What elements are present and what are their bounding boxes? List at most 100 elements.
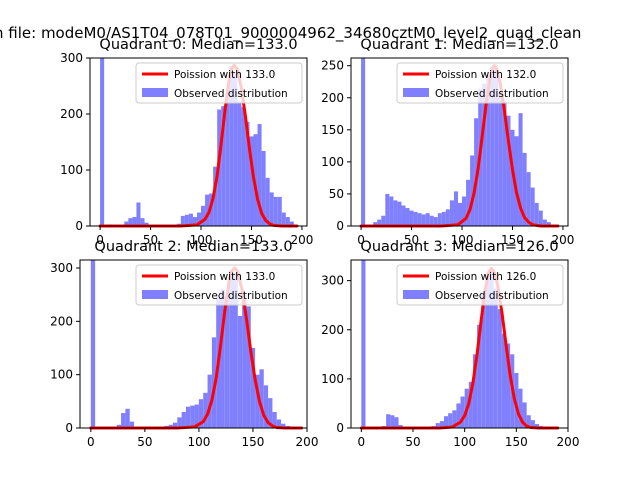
x-tick-label: 150 [241,435,264,449]
y-tick-label: 200 [50,314,73,328]
histogram-bar [534,202,539,226]
histogram-bar [181,412,186,428]
histogram-bar [361,58,366,226]
legend-observed-swatch [142,88,168,97]
histogram-bar [125,408,130,428]
histogram-bar [132,217,137,226]
histogram-bar [250,348,256,428]
histogram-bar [257,124,262,226]
histogram-bar [448,413,453,428]
histogram-bar [277,196,282,226]
histogram-bar [225,93,230,226]
y-tick-label: 150 [321,123,344,137]
histogram-bar [481,292,486,428]
histogram-bar [201,205,206,226]
histogram-bar [373,222,378,226]
histogram-bar [472,354,478,428]
histogram-bar [417,213,422,226]
y-tick-label: 100 [321,155,344,169]
panel-title: Quadrant 1: Median=132.0 [360,37,558,53]
histogram-bar [196,212,202,226]
histogram-bar [261,150,266,226]
histogram-bar [276,419,282,428]
y-tick-label: 0 [336,421,344,435]
histogram-bar [522,402,527,428]
histogram-bar [198,399,204,428]
histogram-bar [259,369,264,428]
histogram-bar [233,72,238,226]
histogram-bar [497,309,502,428]
histogram-bar [397,201,402,226]
y-tick-label: 200 [321,91,344,105]
histogram-bar [184,214,189,226]
histogram-bar [124,221,129,226]
histogram-bar [466,179,471,226]
histogram-bar [116,424,122,428]
histogram-bar [168,424,173,428]
x-tick-label: 50 [404,233,419,247]
legend-observed-swatch [403,290,429,299]
histogram-bar [140,218,145,226]
x-tick-label: 50 [143,233,158,247]
histogram-bar [462,196,467,226]
histogram-bar [241,107,246,226]
y-tick-label: 0 [65,421,73,435]
x-tick-label: 0 [96,233,104,247]
histogram-bar [460,396,465,428]
y-tick-label: 300 [321,274,344,288]
panel-title: Quadrant 3: Median=126.0 [360,239,558,255]
x-tick-label: 150 [501,233,524,247]
panel-quadrant-3: 0 50 100 150 200 0 100 200 300 Poission with 126.… [321,239,579,449]
histogram-bar [394,417,399,428]
histogram-bar [493,288,498,428]
x-tick-label: 200 [291,233,314,247]
histogram-bar [203,392,208,428]
histogram-bar [401,205,406,226]
histogram-bar [129,421,135,428]
legend-poisson-label: Poission with 132.0 [435,69,536,81]
histogram-bar [452,410,457,428]
histogram-bar [522,152,527,226]
axes-frame [350,259,569,429]
histogram-bar [393,200,398,226]
legend-poisson-label: Poission with 126.0 [435,271,536,283]
histogram-bar [289,221,294,226]
panel-title: Quadrant 0: Median=133.0 [99,37,297,53]
histogram-bar [518,113,523,226]
histogram-bar [249,136,254,226]
histogram-bar [429,215,434,226]
x-tick-label: 50 [405,435,420,449]
histogram-bar [530,420,535,428]
histogram-bar [538,210,543,226]
histogram-bar [421,214,426,226]
y-tick-label: 0 [336,219,344,233]
histogram-bar [456,403,461,428]
y-tick-label: 50 [329,187,344,201]
legend-poisson-label: Poission with 133.0 [174,69,275,81]
histogram-bar [269,192,274,226]
histogram-bar [444,416,449,428]
x-tick-label: 200 [552,233,575,247]
x-tick-label: 100 [187,435,210,449]
y-tick-label: 200 [321,323,344,337]
x-tick-label: 100 [453,435,476,449]
histogram-bar [229,270,234,428]
panel-quadrant-0: 0 50 100 150 200 0 100 200 300 Poission with 133.… [60,37,313,247]
legend-observed-label: Observed distribution [174,88,288,100]
histogram-bar [233,273,238,428]
legend-box [135,62,303,104]
histogram-bar [501,333,506,428]
histogram-bar [281,423,286,428]
legend-poisson-label: Poission with 133.0 [174,271,275,283]
figure-title: n file: modeM0/AS1T04_078T01_9000004962_… [0,24,581,43]
histogram-bar [221,106,226,226]
legend-box [135,264,303,306]
histogram-bar [441,211,446,226]
histogram-bar [224,295,230,428]
histogram-bar [389,196,394,226]
panel-quadrant-1: 0 50 100 150 200 0 50 100 150 200 250 Poission with… [321,37,574,247]
legend-observed-swatch [403,88,429,97]
histogram-bar [542,219,547,226]
histogram-bar [229,65,234,226]
histogram-bar [390,415,395,428]
